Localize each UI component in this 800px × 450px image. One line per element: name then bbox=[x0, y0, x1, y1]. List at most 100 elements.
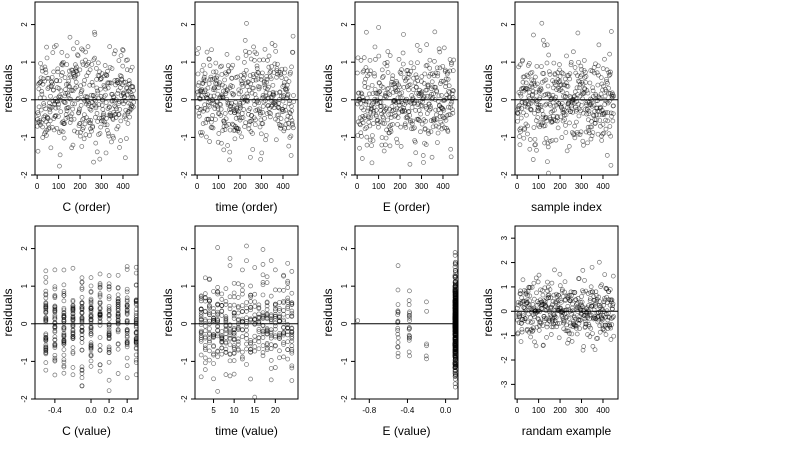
plot-frame bbox=[514, 1, 619, 176]
data-point bbox=[542, 42, 547, 48]
data-point bbox=[60, 129, 66, 135]
data-point bbox=[589, 119, 594, 124]
data-point bbox=[582, 278, 587, 283]
data-point bbox=[79, 46, 84, 52]
x-tick-label: -0.4 bbox=[401, 406, 415, 415]
data-point bbox=[452, 261, 458, 267]
data-point bbox=[525, 74, 531, 79]
data-point bbox=[115, 296, 121, 302]
data-point bbox=[269, 104, 274, 109]
data-point bbox=[227, 263, 233, 268]
data-point bbox=[534, 63, 540, 69]
data-point bbox=[124, 355, 130, 361]
data-point bbox=[407, 311, 412, 316]
data-point bbox=[545, 144, 551, 150]
data-point bbox=[43, 268, 49, 274]
data-point bbox=[518, 91, 523, 97]
data-point bbox=[245, 84, 250, 89]
data-point bbox=[253, 77, 259, 83]
data-point bbox=[227, 351, 233, 357]
data-point bbox=[231, 310, 237, 316]
data-point bbox=[97, 343, 103, 348]
data-point bbox=[272, 301, 278, 307]
data-point bbox=[580, 138, 586, 144]
data-point bbox=[70, 304, 76, 310]
data-points bbox=[35, 29, 137, 169]
data-point bbox=[268, 358, 274, 363]
data-point bbox=[382, 93, 388, 98]
data-point bbox=[417, 87, 422, 93]
data-point bbox=[283, 76, 289, 82]
data-point bbox=[223, 123, 229, 129]
data-point bbox=[385, 86, 390, 92]
data-point bbox=[61, 357, 67, 363]
data-point bbox=[106, 286, 112, 292]
data-point bbox=[102, 63, 108, 68]
x-tick-label: 200 bbox=[73, 182, 87, 191]
data-point bbox=[124, 330, 130, 336]
data-point bbox=[43, 334, 49, 340]
data-point bbox=[57, 163, 62, 169]
data-point bbox=[61, 327, 67, 333]
data-point bbox=[524, 112, 529, 118]
data-point bbox=[424, 42, 430, 47]
data-point bbox=[252, 102, 257, 108]
data-point bbox=[528, 70, 534, 76]
data-point bbox=[374, 98, 380, 104]
data-point bbox=[566, 328, 571, 334]
data-point bbox=[124, 333, 130, 339]
data-point bbox=[231, 333, 237, 338]
data-point bbox=[575, 73, 580, 78]
data-point bbox=[610, 118, 616, 124]
data-point bbox=[273, 137, 279, 143]
data-point bbox=[553, 315, 559, 320]
data-point bbox=[548, 332, 554, 337]
data-point bbox=[276, 112, 281, 118]
data-point bbox=[403, 125, 409, 130]
data-point bbox=[207, 276, 212, 282]
y-tick-label: 1 bbox=[20, 283, 29, 288]
data-point bbox=[264, 79, 269, 85]
data-point bbox=[211, 93, 217, 99]
data-point bbox=[43, 301, 49, 306]
data-points bbox=[355, 250, 458, 390]
data-point bbox=[239, 134, 244, 140]
data-point bbox=[90, 82, 96, 88]
data-point bbox=[216, 85, 221, 90]
data-point bbox=[109, 139, 114, 145]
data-point bbox=[95, 60, 101, 66]
data-point bbox=[83, 49, 88, 55]
data-point bbox=[414, 90, 419, 96]
data-point bbox=[358, 90, 364, 96]
data-point bbox=[452, 349, 458, 354]
data-point bbox=[582, 75, 588, 80]
data-point bbox=[557, 67, 562, 73]
x-tick-label: 300 bbox=[95, 182, 109, 191]
data-point bbox=[260, 272, 266, 278]
data-point bbox=[252, 291, 258, 297]
data-point bbox=[262, 46, 268, 52]
data-point bbox=[364, 142, 370, 148]
data-point bbox=[385, 49, 391, 54]
data-point bbox=[595, 335, 600, 341]
data-point bbox=[219, 94, 225, 99]
data-point bbox=[59, 60, 65, 66]
data-point bbox=[608, 162, 614, 168]
data-point bbox=[530, 302, 536, 307]
data-point bbox=[118, 53, 124, 59]
x-tick-label: 100 bbox=[532, 406, 546, 415]
data-point bbox=[79, 300, 85, 306]
data-point bbox=[358, 101, 363, 106]
data-point bbox=[244, 91, 250, 97]
data-point bbox=[285, 278, 291, 284]
data-point bbox=[563, 94, 568, 99]
x-tick-label: 400 bbox=[116, 182, 130, 191]
data-point bbox=[43, 351, 49, 357]
data-point bbox=[249, 112, 254, 118]
data-point bbox=[124, 267, 130, 272]
x-tick-label: 5 bbox=[211, 406, 216, 415]
data-point bbox=[423, 118, 428, 124]
data-point bbox=[548, 96, 554, 102]
data-point bbox=[408, 68, 414, 74]
